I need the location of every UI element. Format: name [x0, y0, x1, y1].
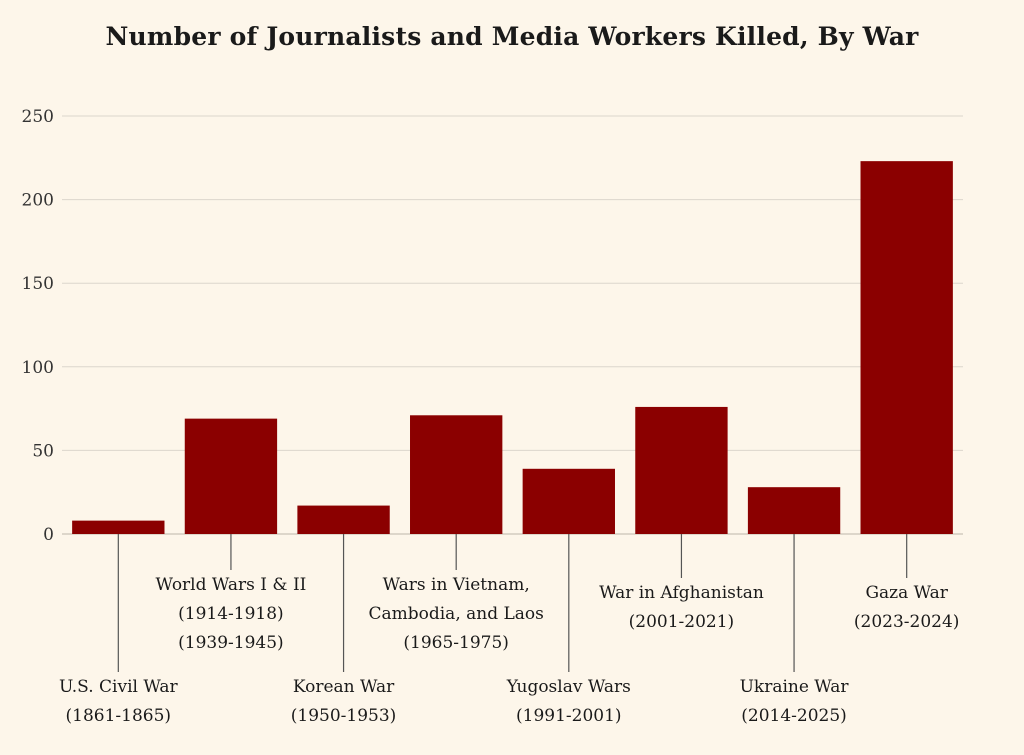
- category-label: Cambodia, and Laos: [368, 604, 543, 624]
- y-tick-label: 150: [22, 274, 54, 294]
- category-label: (1861-1865): [66, 706, 172, 726]
- bar: [747, 487, 841, 534]
- bar: [297, 505, 390, 534]
- y-tick-label: 0: [43, 525, 54, 545]
- category-label: (2023-2024): [854, 612, 960, 632]
- category-label: Korean War: [293, 677, 395, 697]
- category-label: (1965-1975): [403, 633, 509, 653]
- category-label: War in Afghanistan: [599, 583, 764, 603]
- category-label: Gaza War: [865, 583, 948, 603]
- category-label: Yugoslav Wars: [506, 677, 631, 697]
- category-label: Ukraine War: [740, 677, 850, 697]
- bar: [72, 520, 165, 534]
- category-label: (1914-1918): [178, 604, 284, 624]
- bar: [635, 406, 728, 534]
- category-label: (2001-2021): [629, 612, 735, 632]
- y-tick-label: 200: [22, 191, 54, 211]
- y-tick-label: 100: [22, 358, 54, 378]
- y-tick-label: 250: [22, 107, 54, 127]
- category-label: (1991-2001): [516, 706, 622, 726]
- category-label: World Wars I & II: [156, 575, 307, 595]
- category-label: Wars in Vietnam,: [383, 575, 530, 595]
- category-label: (1950-1953): [291, 706, 397, 726]
- bar: [184, 418, 278, 534]
- y-tick-label: 50: [32, 441, 54, 461]
- category-label: (1939-1945): [178, 633, 284, 653]
- category-label: (2014-2025): [741, 706, 847, 726]
- bar: [860, 161, 953, 535]
- chart-title: Number of Journalists and Media Workers …: [105, 22, 919, 51]
- category-label: U.S. Civil War: [59, 677, 178, 697]
- bar: [410, 415, 503, 534]
- bar: [522, 468, 615, 534]
